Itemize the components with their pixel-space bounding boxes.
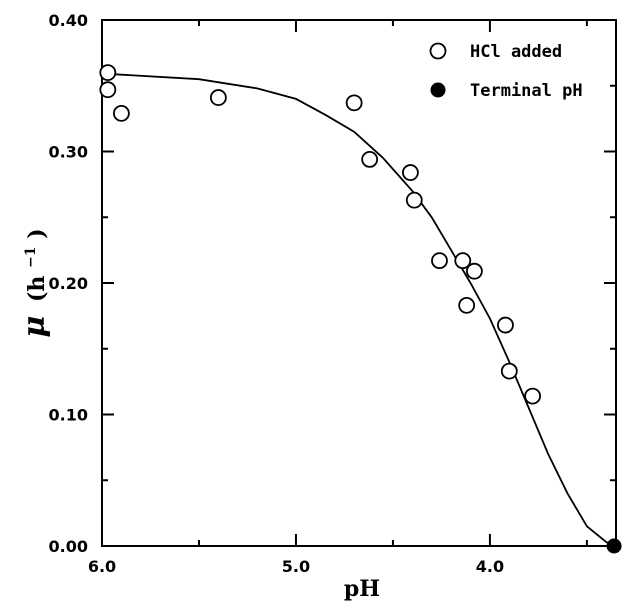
x-axis-title: pH xyxy=(344,576,380,602)
x-tick-label: 4.0 xyxy=(476,557,504,576)
data-point-hcl-added xyxy=(401,164,419,181)
data-point-hcl-added xyxy=(405,191,423,209)
y-axis-symbol: μ xyxy=(17,316,52,338)
legend-label-terminal: Terminal pH xyxy=(470,81,583,101)
y-tick-labels: 0.00 0.10 0.20 0.30 0.40 xyxy=(49,11,88,556)
data-point-hcl-added xyxy=(112,104,130,122)
data-point-hcl-added xyxy=(345,94,363,112)
svg-text:μ (h −1 ): μ (h −1 ) xyxy=(15,228,52,337)
y-axis-unit-close: ) xyxy=(24,228,50,238)
data-point-hcl-added xyxy=(99,64,117,81)
axis-ticks xyxy=(101,19,616,547)
legend-label-hcl: HCl added xyxy=(470,42,562,62)
data-point-hcl-added xyxy=(500,362,518,380)
data-point-hcl-added xyxy=(458,296,476,314)
data-point-hcl-added xyxy=(431,252,448,270)
data-point-hcl-added xyxy=(99,81,117,99)
x-tick-label: 6.0 xyxy=(88,557,116,576)
y-tick-label: 0.20 xyxy=(49,274,88,293)
y-axis-unit: (h xyxy=(24,276,50,302)
y-axis-title: μ (h −1 ) xyxy=(15,228,52,337)
data-point-hcl-added xyxy=(361,150,379,168)
y-tick-label: 0.30 xyxy=(49,143,88,162)
y-tick-label: 0.40 xyxy=(49,11,88,30)
data-point-hcl-added xyxy=(524,387,541,405)
y-tick-label: 0.10 xyxy=(49,406,88,425)
data-point-hcl-added xyxy=(209,89,227,106)
legend-filled-circle-icon xyxy=(430,82,446,98)
fit-curve xyxy=(107,73,615,547)
data-point-hcl-added xyxy=(466,262,483,280)
x-tick-labels: 6.0 5.0 4.0 xyxy=(88,557,504,576)
data-point-hcl-added xyxy=(497,316,514,334)
data-points xyxy=(99,64,622,554)
y-tick-label: 0.00 xyxy=(49,537,88,556)
data-point-hcl-added xyxy=(454,252,472,270)
y-axis-unit-exponent: −1 xyxy=(23,246,39,267)
legend-open-circle-icon xyxy=(429,42,447,60)
x-tick-label: 5.0 xyxy=(282,557,310,576)
data-point-terminal-ph xyxy=(606,538,622,554)
legend: HCl added Terminal pH xyxy=(429,42,583,101)
